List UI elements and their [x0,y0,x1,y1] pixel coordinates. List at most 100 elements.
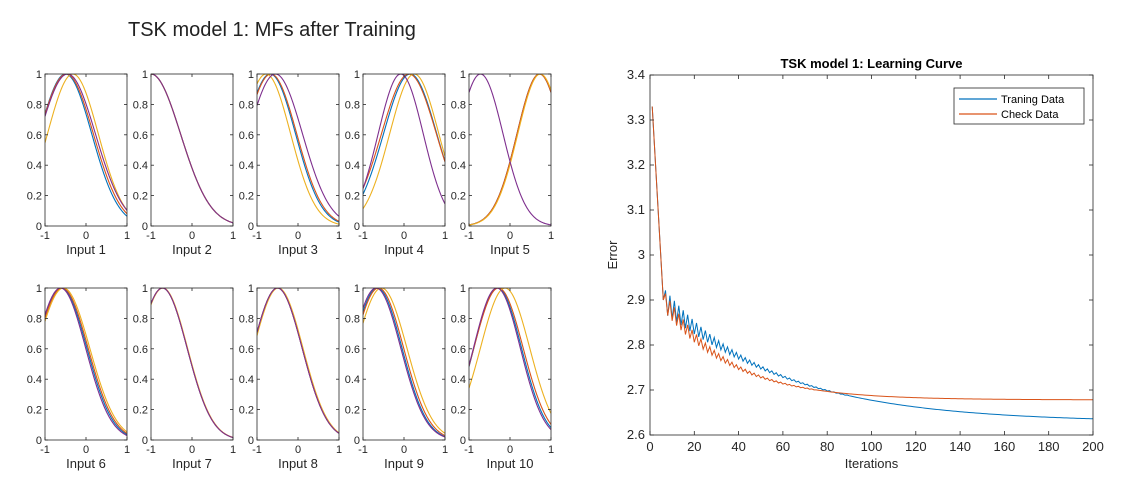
mf-axes-box [256,73,340,227]
x-tick-label: -1 [358,444,368,456]
y-tick-label: 0.6 [239,130,254,142]
x-tick-label: 60 [776,439,790,454]
mf-curve-8-2 [257,288,339,434]
x-tick-label: -1 [146,230,156,242]
chart-title: TSK model 1: Learning Curve [780,56,962,71]
x-axis-label: Input 2 [172,242,212,257]
x-tick-label: 1 [124,444,130,456]
x-tick-label: 0 [507,230,513,242]
x-tick-label: 0 [401,230,407,242]
x-tick-label: 80 [820,439,834,454]
y-tick-label: 0.2 [133,191,148,203]
y-tick-label: 0.6 [133,344,148,356]
x-tick-label: 180 [1038,439,1060,454]
legend-label: Check Data [1001,109,1059,121]
y-tick-label: 0.6 [451,344,466,356]
mf-curve-6-4 [45,288,127,437]
x-tick-label: -1 [464,230,474,242]
figure-title: TSK model 1: MFs after Training [128,19,416,41]
mf-curve-8-4 [257,288,339,434]
y-tick-label: 0.8 [133,99,148,111]
mf-curve-1-3 [45,74,127,211]
x-tick-label: 200 [1082,439,1104,454]
y-tick-label: 1 [36,283,42,295]
mf-curve-7-3 [151,288,233,438]
mf-curve-2-3 [151,74,233,224]
x-tick-label: -1 [358,230,368,242]
x-axis-label: Input 7 [172,456,212,471]
y-tick-label: 0 [248,221,254,233]
y-tick-label: 0.8 [133,313,148,325]
y-tick-label: 0.8 [345,99,360,111]
mf-curve-4-4 [363,74,445,205]
y-tick-label: 2.6 [627,427,645,442]
mf-curve-1-2 [45,74,127,215]
y-tick-label: 1 [460,69,466,81]
y-tick-label: 1 [248,283,254,295]
y-tick-label: 0 [142,221,148,233]
y-tick-label: 1 [142,69,148,81]
x-tick-label: 1 [336,230,342,242]
x-tick-label: -1 [252,444,262,456]
learning-axes-box [649,74,1094,436]
x-axis-label: Input 4 [384,242,424,257]
x-tick-label: 0 [189,444,195,456]
learning-series-training [651,106,1093,420]
mf-curve-2-1 [151,74,233,224]
x-tick-label: 0 [189,230,195,242]
y-tick-label: 0.4 [239,160,254,172]
y-tick-label: 0.4 [451,160,466,172]
x-tick-label: 20 [687,439,701,454]
x-tick-label: 100 [861,439,883,454]
x-tick-label: 0 [295,444,301,456]
x-tick-label: 140 [949,439,971,454]
x-tick-label: 1 [548,444,554,456]
y-tick-label: 0.2 [345,405,360,417]
x-tick-label: -1 [40,444,50,456]
y-tick-label: 0.8 [451,99,466,111]
mf-curve-2-4 [151,74,233,224]
mf-curve-8-1 [257,288,339,434]
x-axis-label: Iterations [845,456,899,471]
y-tick-label: 0.2 [27,405,42,417]
x-tick-label: -1 [464,444,474,456]
y-tick-label: 2.8 [627,337,645,352]
mf-curve-5-1 [469,74,551,226]
y-tick-label: 0 [248,435,254,447]
x-tick-label: 1 [230,444,236,456]
mf-curve-10-4 [469,288,551,430]
y-tick-label: 1 [36,69,42,81]
mf-axes-box [362,73,446,227]
x-tick-label: -1 [252,230,262,242]
x-tick-label: 40 [731,439,745,454]
legend-label: Traning Data [1001,94,1065,106]
y-tick-label: 0 [354,435,360,447]
y-tick-label: 0.6 [27,130,42,142]
x-tick-label: 1 [442,230,448,242]
mf-curve-5-4 [469,74,551,226]
x-tick-label: 1 [548,230,554,242]
legend: Traning Data Check Data [953,87,1085,125]
mf-curve-10-2 [469,288,551,425]
y-tick-label: 0.2 [239,405,254,417]
y-tick-label: 0.6 [133,130,148,142]
mf-curve-2-2 [151,74,233,224]
mf-curve-5-2 [469,74,551,226]
y-tick-label: 0.6 [345,130,360,142]
y-tick-label: 0 [142,435,148,447]
y-tick-label: 0.8 [345,313,360,325]
y-tick-label: 3.3 [627,112,645,127]
y-tick-label: 0.4 [27,160,42,172]
y-tick-label: 2.7 [627,382,645,397]
x-axis-label: Input 6 [66,456,106,471]
mf-curve-3-2 [257,74,339,222]
y-tick-label: 0.2 [451,405,466,417]
x-tick-label: 120 [905,439,927,454]
x-tick-label: 0 [646,439,653,454]
mf-curve-4-3 [363,74,445,209]
y-tick-label: 0.2 [133,405,148,417]
